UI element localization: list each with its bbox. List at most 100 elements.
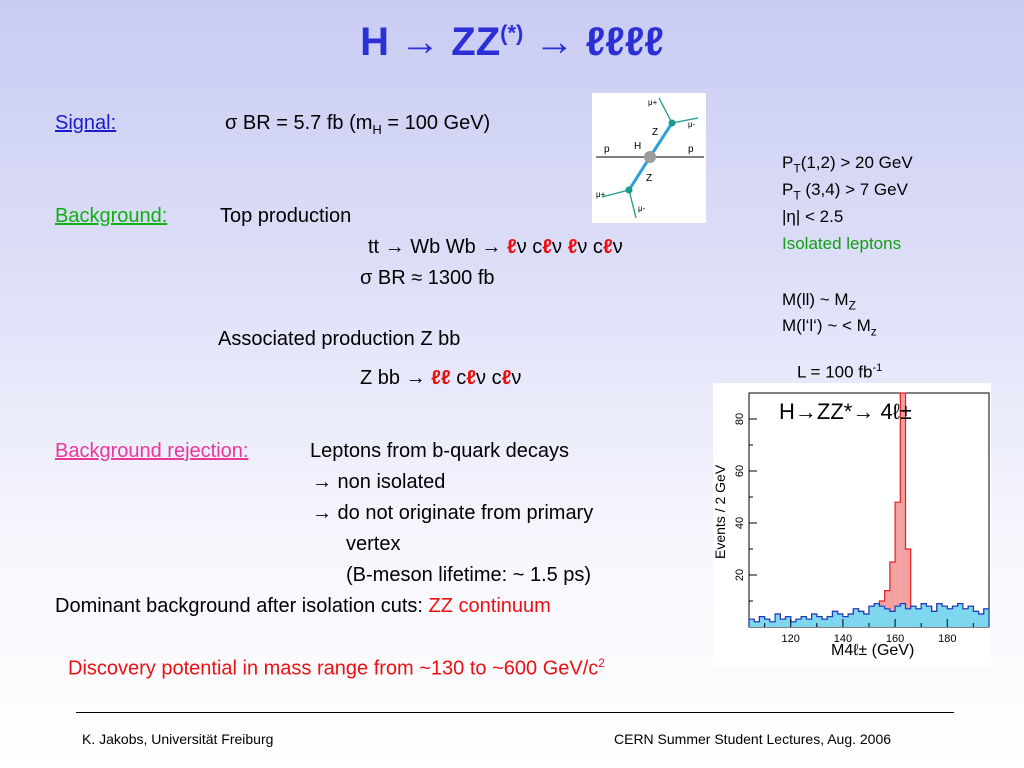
y-axis-label: Events / 2 GeV: [713, 464, 728, 559]
background-bar: [910, 606, 916, 627]
y-tick-label: 40: [734, 517, 746, 529]
x-tick-label: 180: [938, 633, 956, 645]
z-decay-vertex-upper: [668, 119, 676, 127]
background-bar: [889, 611, 896, 627]
background-bar: [749, 619, 755, 627]
x-tick-label: 140: [834, 633, 852, 645]
higgs-label: H: [634, 141, 641, 152]
signal-br: σ BR = 5.7 fb (mH = 100 GeV): [225, 112, 491, 137]
rejection-line-2: → non isolated: [312, 471, 446, 493]
muon-line-2: [671, 117, 699, 124]
proton-label-left: p: [604, 144, 610, 155]
background-bar: [795, 619, 802, 627]
cut-pt12: PT(1,2) > 20 GeV: [782, 153, 913, 176]
y-tick-label: 60: [734, 465, 746, 477]
signal-bar: [889, 562, 896, 627]
z-label-lower: Z: [646, 173, 652, 184]
footer-divider: [76, 712, 954, 713]
background-bar: [968, 606, 974, 627]
background-bar: [978, 614, 984, 627]
background-bar: [858, 611, 864, 627]
discovery-potential: Discovery potential in mass range from ~…: [68, 656, 605, 680]
mu-plus-label-top: μ+: [648, 98, 658, 107]
y-tick-label: 20: [734, 569, 746, 581]
background-top: Top production: [220, 205, 352, 227]
z-decay-vertex-lower: [625, 186, 633, 194]
signal-bar: [900, 393, 906, 627]
background-bar: [801, 616, 807, 627]
signal-bar: [905, 549, 911, 627]
cut-pt34: PT (3,4) > 7 GeV: [782, 180, 908, 203]
mu-minus-label-bottom: μ-: [638, 204, 646, 213]
cut-mll: M(ll) ~ MZ: [782, 290, 856, 313]
background-bar: [973, 611, 979, 627]
ttbar-decay: tt → Wb Wb → ℓν cℓν ℓν cℓν: [368, 236, 623, 258]
mass-histogram: 120 140 160 180 20 40 60 80 H→ZZ*→ 4ℓ± Events /…: [712, 383, 991, 666]
muon-line-4: [628, 189, 637, 219]
background-bar: [926, 606, 932, 627]
background-bar: [952, 606, 958, 627]
x-tick-label: 160: [886, 633, 904, 645]
z-boson-upper: [648, 122, 674, 158]
background-bar: [900, 603, 906, 627]
background-label: Background:: [55, 205, 168, 227]
dominant-background: Dominant background after isolation cuts…: [55, 595, 551, 617]
associated-production: Associated production Z bb: [218, 328, 461, 350]
background-bar: [759, 616, 765, 627]
cut-mll-star: M(l‘l‘) ~ < Mz: [782, 316, 877, 339]
background-bar: [853, 608, 859, 627]
background-bar: [780, 619, 786, 627]
background-bar: [931, 611, 937, 627]
background-bar: [764, 619, 770, 627]
background-bar: [816, 616, 823, 627]
background-bar: [790, 621, 796, 627]
background-bar: [915, 608, 922, 627]
z-boson-lower: [627, 156, 652, 191]
background-bar: [837, 614, 843, 627]
background-bar: [895, 606, 901, 627]
background-bar: [983, 608, 989, 627]
rejection-label: Background rejection:: [55, 440, 249, 462]
feynman-diagram: μ+ μ- μ+ μ- p p H Z Z: [592, 93, 706, 223]
y-tick-label: 80: [734, 413, 746, 425]
background-bar: [947, 608, 953, 627]
signal-label: Signal:: [55, 112, 117, 134]
background-bar: [957, 603, 963, 627]
background-bar: [962, 608, 969, 627]
higgs-vertex: [644, 151, 656, 163]
background-bar: [879, 606, 885, 627]
background-bar: [869, 606, 875, 627]
x-tick-label: 120: [782, 633, 800, 645]
background-bar: [827, 616, 833, 627]
background-bar: [822, 619, 828, 627]
zbb-decay: Z bb → ℓℓ cℓν cℓν: [360, 367, 522, 389]
background-bar: [811, 614, 817, 627]
background-bar: [785, 616, 791, 627]
background-bar: [754, 621, 760, 627]
background-bar: [905, 608, 911, 627]
background-bar: [806, 619, 812, 627]
plot-frame: [748, 392, 990, 628]
x-axis-label: M4ℓ± (GeV): [831, 642, 914, 659]
cut-eta: |η| < 2.5: [782, 207, 844, 226]
ttbar-br: σ BR ≈ 1300 fb: [360, 267, 495, 289]
background-bar: [769, 621, 776, 627]
footer-right: CERN Summer Student Lectures, Aug. 2006: [614, 731, 892, 747]
background-bar: [775, 614, 781, 627]
plot-annotation: H→ZZ*→ 4ℓ±: [779, 399, 912, 424]
signal-bar: [895, 502, 901, 627]
rejection-line-1: Leptons from b-quark decays: [310, 440, 570, 462]
background-bar: [874, 603, 880, 627]
footer-left: K. Jakobs, Universität Freiburg: [82, 731, 274, 747]
background-bar: [832, 611, 838, 627]
background-bar: [936, 603, 943, 627]
background-bar: [848, 614, 854, 627]
muon-line-1: [658, 97, 673, 124]
background-bar: [842, 616, 849, 627]
background-bar: [884, 608, 890, 627]
cut-isolated: Isolated leptons: [782, 234, 902, 253]
rejection-line-4: vertex: [346, 533, 401, 555]
muon-line-3: [601, 189, 630, 198]
rejection-line-3: → do not originate from primary: [312, 502, 594, 524]
background-bar: [942, 606, 948, 627]
